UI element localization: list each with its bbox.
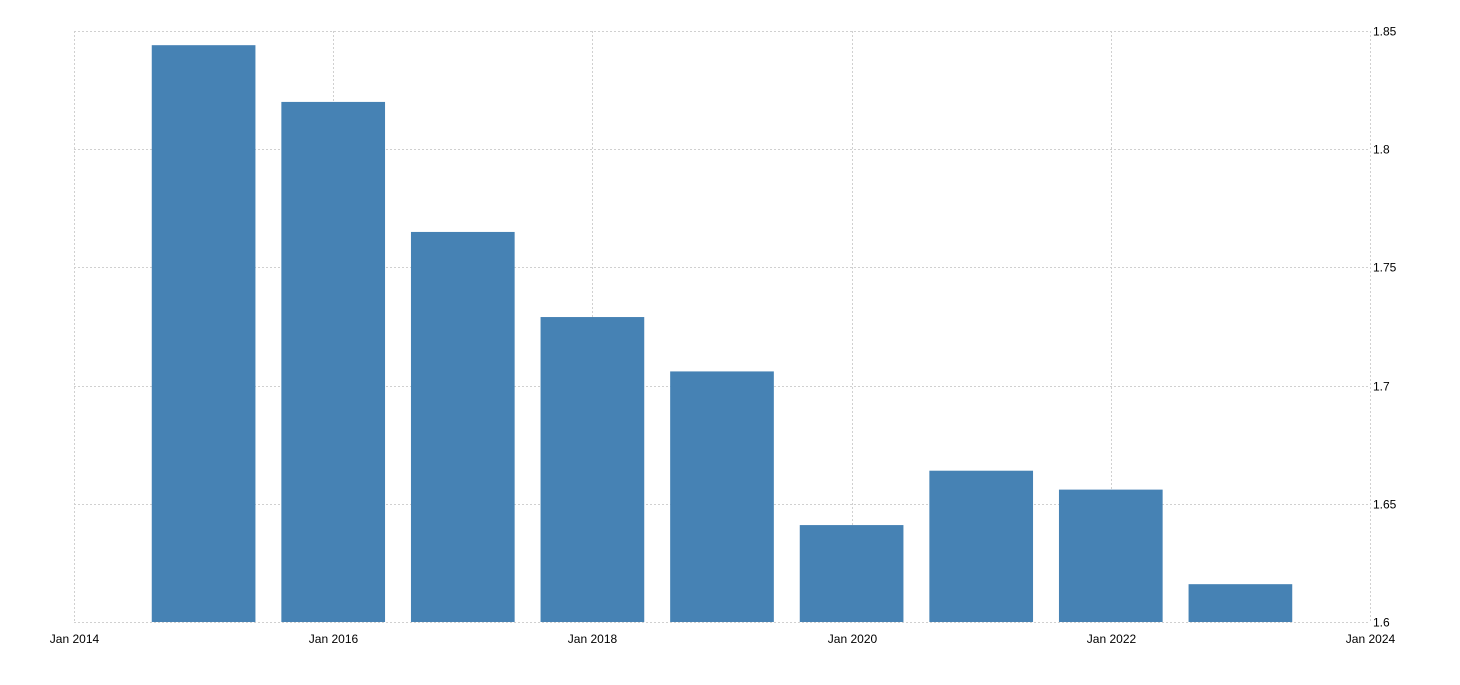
bar-2020-01 bbox=[799, 525, 904, 622]
x-tick-label: Jan 2020 bbox=[828, 632, 878, 646]
bar-2017-01 bbox=[410, 231, 515, 622]
bar-2016-01 bbox=[281, 101, 386, 623]
x-tick-label: Jan 2024 bbox=[1346, 632, 1396, 646]
y-tick-label: 1.8 bbox=[1373, 143, 1390, 157]
x-axis: Jan 2014 Jan 2016 Jan 2018 Jan 2020 Jan 2022… bbox=[50, 632, 1396, 646]
y-tick-label: 1.6 bbox=[1373, 616, 1390, 630]
bar-2019-01 bbox=[670, 371, 774, 622]
bar-2015-01 bbox=[151, 45, 256, 622]
y-tick-label: 1.75 bbox=[1373, 261, 1397, 275]
x-tick-label: Jan 2022 bbox=[1087, 632, 1137, 646]
bar-2023-01 bbox=[1188, 584, 1293, 622]
bar-2018-01 bbox=[540, 317, 645, 622]
y-tick-label: 1.7 bbox=[1373, 380, 1390, 394]
bars bbox=[151, 45, 1293, 623]
bar-2022-01 bbox=[1058, 489, 1163, 622]
y-tick-label: 1.85 bbox=[1373, 25, 1397, 39]
y-axis: 1.6 1.65 1.7 1.75 1.8 1.85 bbox=[1373, 25, 1397, 630]
x-tick-label: Jan 2018 bbox=[568, 632, 618, 646]
y-tick-label: 1.65 bbox=[1373, 498, 1397, 512]
x-tick-label: Jan 2016 bbox=[309, 632, 359, 646]
bar-2021-01 bbox=[929, 470, 1034, 622]
x-tick-label: Jan 2014 bbox=[50, 632, 100, 646]
